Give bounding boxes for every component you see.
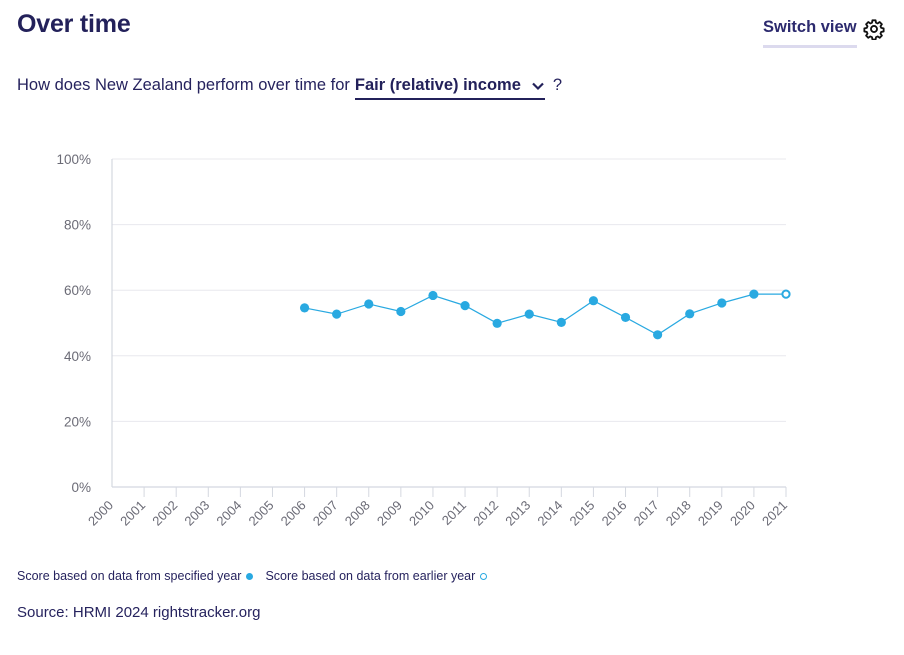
data-point: [332, 309, 342, 319]
right-dropdown-value[interactable]: Fair (relative) income: [354, 76, 521, 94]
x-tick-label: 2004: [213, 498, 244, 529]
data-point: [717, 298, 727, 308]
y-tick-label: 80%: [64, 218, 91, 233]
data-point: [588, 296, 599, 306]
gear-icon[interactable]: [862, 18, 885, 40]
x-tick-label: 2019: [695, 498, 726, 529]
data-point: [299, 303, 310, 313]
data-point: [460, 301, 470, 311]
x-tick-label: 2011: [439, 498, 469, 528]
switch-view-button[interactable]: Switch view: [763, 18, 885, 48]
x-tick-label: 2000: [85, 498, 116, 529]
x-tick-label: 2014: [534, 498, 565, 529]
x-tick-label: 2018: [663, 498, 694, 529]
x-tick-label: 2013: [502, 498, 533, 529]
x-tick-label: 2007: [310, 498, 341, 529]
y-tick-label: 100%: [56, 152, 91, 167]
question-prefix: How does New Zealand perform over time f…: [17, 76, 350, 94]
question-suffix: ?: [552, 76, 563, 94]
data-point: [653, 330, 663, 340]
x-tick-label: 2008: [342, 498, 373, 529]
chevron-down-icon[interactable]: [531, 81, 545, 91]
data-point: [396, 306, 406, 317]
legend-hollow-dot-icon: [480, 572, 488, 580]
x-tick-label: 2020: [727, 498, 758, 529]
y-tick-label: 60%: [64, 283, 91, 298]
data-point: [620, 312, 631, 323]
question-line: How does New Zealand perform over time f…: [17, 76, 562, 100]
data-point: [749, 289, 759, 299]
page-title: Over time: [17, 10, 131, 38]
y-tick-label: 40%: [64, 349, 91, 364]
x-tick-label: 2012: [470, 498, 501, 529]
switch-view-label[interactable]: Switch view: [763, 18, 857, 48]
data-point: [524, 309, 534, 319]
x-tick-label: 2003: [181, 498, 212, 529]
y-tick-label: 0%: [71, 480, 91, 495]
legend-earlier-label: Score based on data from earlier year: [265, 569, 476, 583]
data-point: [685, 309, 695, 319]
data-point: [428, 290, 438, 301]
x-tick-label: 2005: [246, 498, 277, 529]
x-tick-label: 2017: [631, 498, 662, 529]
legend: Score based on data from specified year …: [17, 569, 488, 583]
data-point: [556, 317, 566, 327]
source-note: Source: HRMI 2024 rightstracker.org: [17, 604, 261, 621]
data-point: [364, 299, 374, 309]
x-tick-label: 2002: [149, 498, 180, 529]
x-tick-label: 2006: [278, 498, 309, 529]
y-tick-label: 20%: [64, 414, 91, 429]
line-chart: 0%20%40%60%80%100%2000 2001 2002 2003 2004 20…: [56, 152, 791, 529]
series-line: [304, 293, 786, 336]
data-point: [492, 318, 502, 328]
x-tick-label: 2001: [117, 498, 148, 529]
legend-filled-dot-icon: [246, 572, 254, 580]
x-tick-label: 2009: [374, 498, 405, 529]
x-tick-label: 2015: [566, 498, 597, 529]
data-point-earlier-year: [781, 289, 791, 299]
legend-specified-label: Score based on data from specified year: [17, 569, 242, 583]
x-tick-label: 2016: [599, 498, 630, 529]
x-tick-label: 2010: [406, 498, 437, 529]
x-tick-label: 2021: [759, 498, 790, 529]
right-dropdown[interactable]: Fair (relative) income: [354, 76, 545, 100]
